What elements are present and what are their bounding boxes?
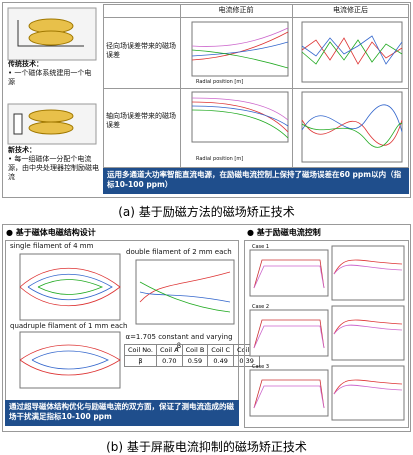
new-tech-bullet: 每一组磁体一分配个电流源，由中央处理器控制励磁电流 [8, 155, 99, 181]
banner: 运用多通道大功率智能直流电源，在励磁电流控制上保持了磁场误差在60 ppm以内（… [103, 168, 409, 194]
row-label: 径向场误差带来的磁场误差 [106, 42, 176, 59]
cell: 0.59 [181, 355, 209, 367]
table-row: β 0.70 0.59 0.49 0.39 [124, 355, 261, 367]
caption: (b) 基于屏蔽电流抑制的磁场矫正技术 [106, 440, 307, 454]
plot-title: double filament of 2 mm each [126, 248, 232, 256]
old-tech-bullet: 一个磁体系统建用一个电源 [8, 69, 92, 86]
cell: 0.49 [207, 355, 235, 367]
compare-table [103, 4, 409, 168]
case-plots: Case 1 Case 2 Case 3 [249, 244, 405, 421]
cell: 0.39 [233, 355, 261, 367]
current-curve [253, 379, 325, 409]
cell: Coil A [155, 344, 183, 356]
banner: 通过超导磁体结构优化与励磁电流的双方面，保证了测电流造成的磁场干扰满足指标10-… [5, 400, 239, 426]
case-plot [249, 249, 329, 297]
current-curve [253, 385, 325, 409]
field-plot [331, 305, 405, 361]
field-curve [333, 379, 403, 395]
case-label: Case 1 [252, 244, 269, 250]
panel-a [2, 2, 411, 198]
case-plot [249, 309, 329, 357]
axis-label: Radial position [m] [196, 156, 244, 162]
field-plot [331, 365, 405, 421]
left-heading: ● 基于磁体电磁结构设计 [6, 228, 96, 237]
old-tech-title: 传统技术： [8, 60, 43, 68]
after-plots [301, 21, 403, 163]
case-label: Case 2 [252, 304, 269, 310]
current-curve [253, 319, 325, 349]
case-plot [249, 369, 329, 417]
current-curve [253, 259, 325, 289]
before-plots [191, 21, 289, 143]
panel-b [2, 224, 411, 432]
cell: Coil C [207, 344, 235, 356]
old-tech: 传统技术： • 一个磁体系统建用一个电源 [8, 60, 92, 86]
field-curve [333, 264, 403, 275]
heading-text: 基于磁体电磁结构设计 [15, 228, 96, 237]
table-row: Coil No. Coil A Coil B Coil C Coil D [124, 344, 261, 356]
field-curve [333, 384, 403, 395]
cell: 0.70 [155, 355, 183, 367]
heading-text: 基于励磁电流控制 [256, 228, 321, 237]
new-tech: 新技术： • 每一组磁体一分配个电流源，由中央处理器控制励磁电流 [8, 146, 99, 181]
caption: (a) 基于励磁方法的磁场矫正技术 [118, 205, 295, 219]
header: 电流修正后 [333, 6, 368, 14]
new-tech-title: 新技术： [8, 146, 36, 154]
plot-title: quadruple filament of 1 mm each [10, 322, 128, 330]
plot-title: single filament of 4 mm [10, 242, 94, 250]
field-plot [331, 245, 405, 301]
cell: Coil B [181, 344, 209, 356]
right-box [244, 240, 409, 428]
header: 电流修正前 [218, 6, 254, 14]
current-curve [253, 325, 325, 349]
case-label: Case 3 [252, 364, 269, 370]
cell: Coil No. [124, 344, 157, 356]
field-curve [333, 324, 403, 335]
current-curve [253, 265, 325, 289]
field-curve [333, 259, 403, 275]
row-label: 轴向场误差带来的磁场误差 [106, 112, 176, 129]
cell: β [124, 355, 157, 367]
field-curve [333, 319, 403, 335]
right-heading: ● 基于励磁电流控制 [247, 228, 321, 237]
filament-plots [19, 253, 235, 389]
axis-label: Radial position [m] [196, 79, 244, 85]
magnet-diagrams [7, 7, 97, 145]
